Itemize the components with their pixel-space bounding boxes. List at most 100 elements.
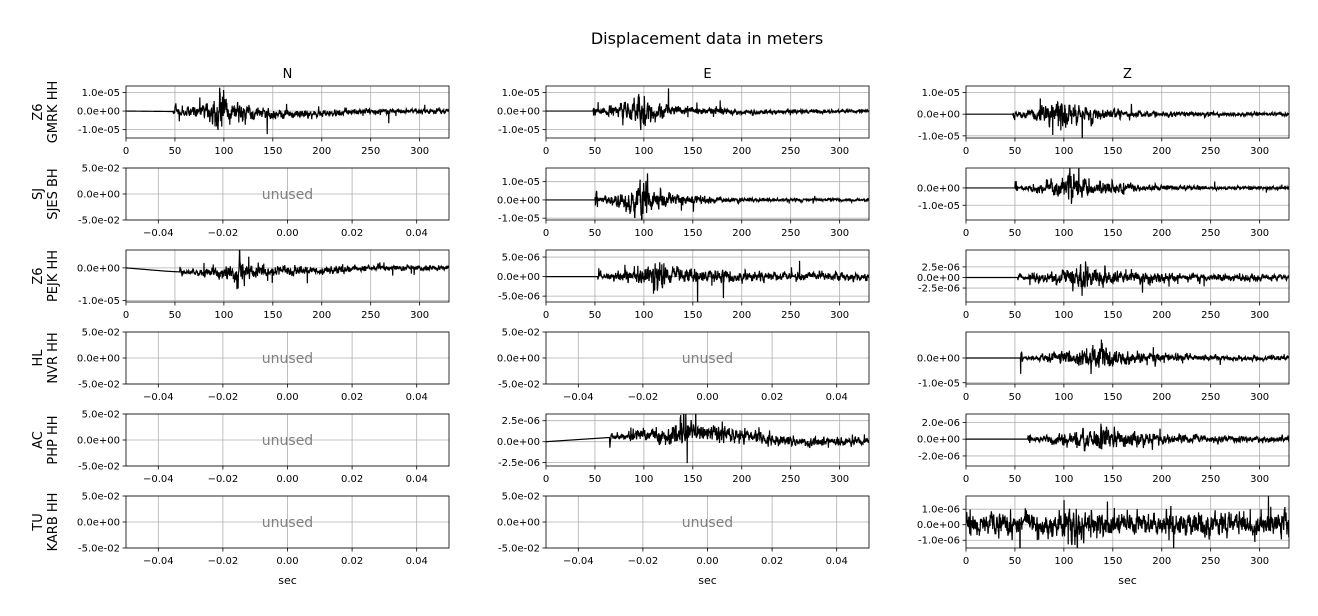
x-tick-label: 100: [634, 310, 653, 321]
x-tick-label: 250: [1201, 228, 1220, 239]
y-tick-label: -2.5e-06: [918, 284, 960, 295]
subplot: 0 50 100 150 200 250 300 0.0e+00 -1.0e-05: [917, 331, 1290, 403]
x-tick-label: 150: [683, 310, 702, 321]
y-tick-label: -5.0e-02: [498, 544, 540, 555]
y-tick-label: 5.0e-02: [82, 328, 120, 339]
x-tick-label: 200: [1152, 392, 1171, 403]
x-tick-label: −0.02: [208, 392, 239, 403]
x-tick-label: 0: [123, 310, 129, 321]
x-tick-label: 0: [963, 228, 969, 239]
x-tick-label: 150: [263, 310, 282, 321]
axes-frame: [965, 413, 1290, 467]
axes-frame: [125, 249, 450, 303]
y-tick-label: 0.0e+00: [77, 190, 120, 201]
x-tick-label: 50: [1009, 310, 1022, 321]
y-tick-label: -1.0e-06: [918, 536, 960, 547]
y-tick-label: 5.0e-02: [502, 492, 540, 503]
axes-frame: [125, 85, 450, 139]
y-tick-label: 5.0e-02: [82, 164, 120, 175]
axes-frame: [545, 85, 870, 139]
row-label-line: TU: [31, 513, 46, 531]
y-tick-label: 1.0e-05: [922, 88, 960, 99]
axes-frame: [545, 167, 870, 221]
column-title: Z: [1123, 67, 1132, 82]
x-tick-label: 0.02: [341, 392, 363, 403]
x-tick-label: 300: [830, 474, 849, 485]
y-tick-label: -1.0e-05: [918, 131, 960, 142]
axes-frame: [545, 413, 870, 467]
y-tick-label: 0.0e+00: [77, 107, 120, 118]
y-tick-label: -1.0e-05: [498, 125, 540, 136]
x-tick-label: 200: [1152, 310, 1171, 321]
row-label: Z6 GMRK HH: [31, 81, 61, 144]
x-tick-label: 0.00: [276, 392, 298, 403]
x-tick-label: 150: [1103, 556, 1122, 567]
row-label: Z6 PEJK HH: [31, 250, 61, 302]
y-tick-label: 0.0e+00: [917, 520, 960, 531]
subplot: unused −0.04 −0.02 0.00 0.02 0.04 5.0e-02 0.0e+…: [77, 492, 450, 567]
row-label-line: Z6: [31, 267, 46, 284]
subplot: unused −0.04 −0.02 0.00 0.02 0.04 5.0e-02 0.0e+…: [77, 410, 450, 485]
row-label: TU KARB HH: [31, 493, 61, 552]
subplot: 0 50 100 150 200 250 300 2.0e-06 0.0e+00 -2.0e-06: [917, 413, 1290, 485]
x-tick-label: 300: [410, 146, 429, 157]
x-tick-label: 100: [1054, 310, 1073, 321]
waveform-trace: [546, 260, 869, 302]
y-tick-label: 0.0e+00: [917, 110, 960, 121]
x-tick-label: 0.02: [341, 474, 363, 485]
figure-title: Displacement data in meters: [591, 29, 823, 48]
y-tick-label: 0.0e+00: [917, 435, 960, 446]
y-tick-label: -1.0e-05: [78, 296, 120, 307]
x-tick-label: 250: [1201, 556, 1220, 567]
y-tick-label: -2.0e-06: [918, 451, 960, 462]
subplot: 0 50 100 150 200 250 300 5.0e-06 0.0e+00 -5.0e-06: [497, 249, 870, 321]
waveform-trace: [966, 339, 1289, 374]
x-tick-label: 0.02: [761, 556, 783, 567]
axes-frame: [965, 495, 1290, 549]
x-tick-label: 0.04: [406, 228, 428, 239]
row-label-line: HL: [31, 349, 46, 367]
x-tick-label: 0: [963, 146, 969, 157]
row-label-line: Z6: [31, 103, 46, 120]
x-tick-label: 100: [1054, 228, 1073, 239]
x-tick-label: −0.04: [563, 392, 594, 403]
row-label-line: GMRK HH: [46, 81, 61, 144]
unused-label: unused: [682, 351, 733, 367]
y-tick-label: 1.0e-05: [82, 88, 120, 99]
x-tick-label: 50: [589, 146, 602, 157]
x-tick-label: 250: [1201, 392, 1220, 403]
x-tick-label: 0: [543, 146, 549, 157]
x-tick-label: 50: [1009, 228, 1022, 239]
x-tick-label: 200: [732, 228, 751, 239]
x-tick-label: −0.04: [143, 556, 174, 567]
y-tick-label: 0.0e+00: [77, 436, 120, 447]
x-tick-label: 150: [1103, 310, 1122, 321]
row-label-line: PEJK HH: [46, 250, 61, 302]
x-tick-label: 150: [683, 146, 702, 157]
subplot: 0 50 100 150 200 250 300 1.0e-05 0.0e+00 -1.0e-05: [917, 85, 1290, 157]
waveform-trace: [546, 414, 869, 464]
x-tick-label: 150: [1103, 228, 1122, 239]
x-tick-label: 50: [1009, 556, 1022, 567]
waveform-trace: [966, 98, 1289, 138]
x-tick-label: 250: [1201, 310, 1220, 321]
x-tick-label: 0.04: [406, 556, 428, 567]
x-tick-label: 0: [543, 310, 549, 321]
x-tick-label: 50: [1009, 474, 1022, 485]
axes-frame: [965, 249, 1290, 303]
row-label: SJ SJES BH: [31, 168, 61, 219]
unused-label: unused: [262, 187, 313, 203]
x-tick-label: −0.04: [143, 474, 174, 485]
row-label-line: PHP HH: [46, 415, 61, 464]
row-label-line: NVR HH: [46, 332, 61, 383]
x-tick-label: 0.04: [406, 392, 428, 403]
waveform-trace: [966, 168, 1289, 204]
row-label-line: AC: [31, 431, 46, 449]
x-tick-label: −0.02: [628, 556, 659, 567]
x-tick-label: 100: [1054, 392, 1073, 403]
x-tick-label: 300: [1250, 146, 1269, 157]
waveform-trace: [966, 496, 1289, 548]
axes-frame: [545, 249, 870, 303]
x-tick-label: 100: [634, 146, 653, 157]
